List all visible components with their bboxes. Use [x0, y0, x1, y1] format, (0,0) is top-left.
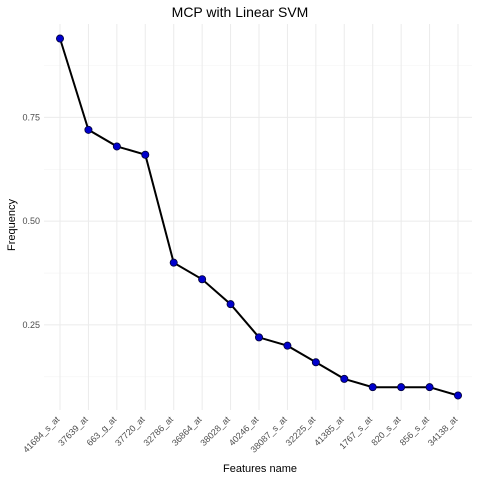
data-point — [84, 125, 93, 134]
x-tick-label: 820_s_at — [369, 414, 403, 448]
x-tick-label: 32225_at — [284, 414, 318, 448]
x-tick-label: 32786_at — [142, 414, 176, 448]
grid — [44, 24, 472, 410]
x-axis-title: Features name — [223, 463, 297, 475]
y-axis-title: Frequency — [6, 199, 18, 251]
data-points — [56, 34, 462, 400]
data-point — [340, 374, 349, 383]
x-tick-label: 41684_s_at — [21, 414, 62, 455]
data-point — [311, 358, 320, 367]
y-tick-labels: 0.25 0.50 0.75 — [22, 112, 40, 330]
data-point — [283, 341, 292, 350]
data-point — [368, 383, 377, 392]
data-point — [112, 142, 121, 151]
chart-title: MCP with Linear SVM — [172, 4, 309, 20]
x-tick-label: 34138_at — [426, 414, 460, 448]
data-point — [198, 275, 207, 284]
data-point — [453, 391, 462, 400]
data-point — [56, 34, 65, 43]
x-tick-label: 38028_at — [198, 414, 232, 448]
x-tick-label: 37720_at — [113, 414, 147, 448]
data-point — [397, 383, 406, 392]
data-point — [254, 333, 263, 342]
data-point — [425, 383, 434, 392]
x-tick-label: 37639_at — [56, 414, 90, 448]
x-tick-label: 663_g_at — [85, 414, 119, 448]
data-point — [169, 258, 178, 267]
y-tick-label: 0.50 — [22, 216, 40, 226]
y-tick-label: 0.75 — [22, 112, 40, 122]
x-tick-labels: 41684_s_at37639_at663_g_at37720_at32786_… — [21, 414, 460, 455]
x-tick-label: 36864_at — [170, 414, 204, 448]
y-tick-label: 0.25 — [22, 320, 40, 330]
data-point — [226, 300, 235, 309]
data-point — [141, 150, 150, 159]
